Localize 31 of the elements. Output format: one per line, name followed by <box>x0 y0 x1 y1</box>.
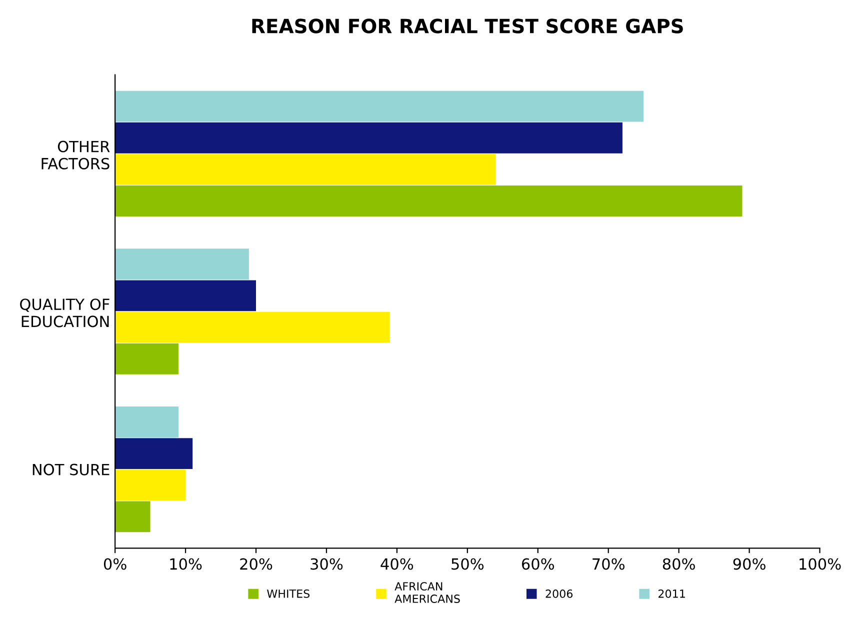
x-tick-label: 90% <box>733 558 766 570</box>
y-tick-label: OTHER FACTORS <box>42 140 110 170</box>
x-tick-label: 60% <box>522 558 554 570</box>
bar <box>115 438 193 470</box>
x-tick-label: 20% <box>240 558 272 570</box>
x-tick-label: 0% <box>104 558 126 570</box>
x-tick-label: 80% <box>662 558 695 570</box>
legend-label: 2011 <box>658 589 685 598</box>
bar <box>115 186 742 216</box>
bar <box>115 501 150 532</box>
chart-title: REASON FOR RACIAL TEST SCORE GAPS <box>252 18 683 34</box>
legend-label: WHITES <box>267 589 310 598</box>
bar <box>115 122 622 154</box>
legend-label: AFRICAN AMERICANS <box>394 582 460 603</box>
x-tick-label: 10% <box>170 558 202 570</box>
bar <box>115 343 178 374</box>
y-tick-label: NOT SURE <box>32 464 110 476</box>
x-tick-label: 30% <box>310 558 343 570</box>
legend-label: 2006 <box>546 589 573 598</box>
x-tick-label: 40% <box>380 558 414 570</box>
y-tick-label: QUALITY OF EDUCATION <box>20 298 110 328</box>
bar <box>115 280 256 312</box>
x-tick-label: 70% <box>592 558 624 570</box>
bar <box>115 406 178 438</box>
bar <box>115 470 186 501</box>
bar <box>115 154 496 185</box>
x-tick-label: 50% <box>452 558 484 570</box>
bar <box>115 248 249 280</box>
x-tick-label: 100% <box>800 558 841 570</box>
bar <box>115 312 390 343</box>
bar <box>115 90 644 122</box>
